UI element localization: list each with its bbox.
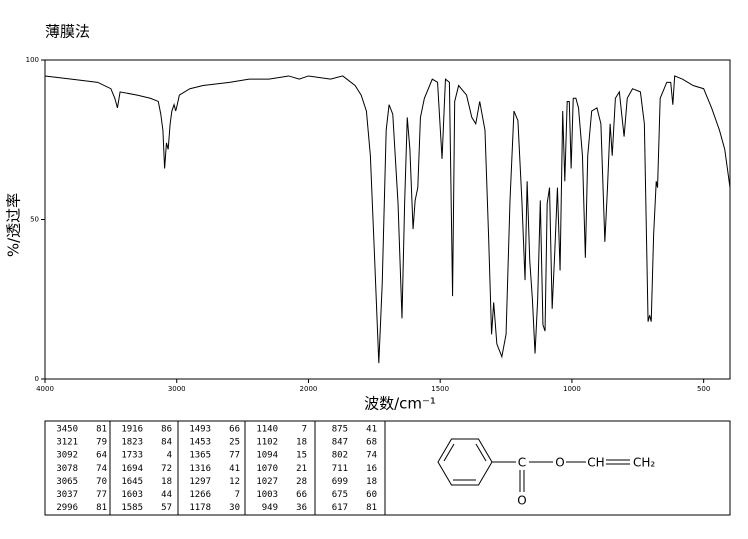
transmittance-cell: 74 [366, 451, 377, 461]
wavenumber-cell: 1453 [189, 438, 211, 448]
transmittance-cell: 41 [229, 464, 240, 474]
wavenumber-cell: 1266 [189, 490, 211, 500]
transmittance-cell: 64 [96, 451, 107, 461]
wavenumber-cell: 1603 [121, 490, 143, 500]
wavenumber-cell: 3065 [56, 477, 78, 487]
y-tick-label: 100 [26, 56, 39, 64]
x-tick-label: 2000 [300, 385, 318, 393]
x-tick-label: 1000 [563, 385, 581, 393]
y-tick-label: 50 [30, 216, 39, 224]
plot-frame [44, 59, 731, 380]
wavenumber-cell: 1823 [121, 438, 143, 448]
atom-label: C [518, 456, 526, 470]
wavenumber-cell: 1585 [121, 503, 143, 513]
wavenumber-cell: 875 [332, 425, 348, 435]
transmittance-cell: 70 [96, 477, 107, 487]
wavenumber-cell: 1297 [189, 477, 211, 487]
transmittance-cell: 7 [302, 425, 307, 435]
wavenumber-cell: 3092 [56, 451, 78, 461]
transmittance-cell: 60 [366, 490, 377, 500]
transmittance-cell: 81 [366, 503, 377, 513]
transmittance-cell: 72 [161, 464, 172, 474]
table-frame [44, 420, 731, 516]
transmittance-cell: 81 [96, 503, 107, 513]
x-tick-label: 500 [697, 385, 710, 393]
transmittance-cell: 21 [296, 464, 307, 474]
wavenumber-cell: 699 [332, 477, 348, 487]
wavenumber-cell: 3078 [56, 464, 78, 474]
wavenumber-cell: 1916 [121, 425, 143, 435]
x-tick-label: 4000 [36, 385, 54, 393]
atom-label: CH₂ [633, 456, 655, 470]
transmittance-cell: 81 [96, 425, 107, 435]
wavenumber-cell: 802 [332, 451, 348, 461]
wavenumber-cell: 1094 [256, 451, 278, 461]
wavenumber-cell: 1694 [121, 464, 143, 474]
transmittance-cell: 12 [229, 477, 240, 487]
x-tick-label: 3000 [168, 385, 186, 393]
wavenumber-cell: 1493 [189, 425, 211, 435]
transmittance-cell: 66 [296, 490, 307, 500]
ring-double-bond [443, 443, 455, 462]
transmittance-cell: 16 [366, 464, 377, 474]
wavenumber-cell: 847 [332, 438, 348, 448]
atom-label: O [555, 456, 564, 470]
transmittance-cell: 68 [366, 438, 377, 448]
x-axis-label: 波数/cm⁻¹ [364, 395, 436, 413]
transmittance-cell: 77 [96, 490, 107, 500]
transmittance-cell: 7 [235, 490, 240, 500]
wavenumber-cell: 3450 [56, 425, 78, 435]
transmittance-cell: 66 [229, 425, 240, 435]
transmittance-cell: 84 [161, 438, 172, 448]
x-tick-label: 1500 [431, 385, 449, 393]
transmittance-cell: 15 [296, 451, 307, 461]
transmittance-cell: 79 [96, 438, 107, 448]
wavenumber-cell: 3121 [56, 438, 78, 448]
wavenumber-cell: 675 [332, 490, 348, 500]
transmittance-cell: 77 [229, 451, 240, 461]
atom-label: O [517, 494, 526, 508]
ring-double-bond [475, 443, 487, 462]
wavenumber-cell: 617 [332, 503, 348, 513]
wavenumber-cell: 1003 [256, 490, 278, 500]
wavenumber-cell: 949 [262, 503, 278, 513]
structure [437, 438, 630, 492]
wavenumber-cell: 711 [332, 464, 348, 474]
transmittance-cell: 18 [366, 477, 377, 487]
y-tick-label: 0 [35, 375, 39, 383]
wavenumber-cell: 1070 [256, 464, 278, 474]
transmittance-cell: 25 [229, 438, 240, 448]
atom-label: CH [587, 456, 604, 470]
transmittance-cell: 4 [167, 451, 172, 461]
wavenumber-cell: 1645 [121, 477, 143, 487]
transmittance-cell: 44 [161, 490, 172, 500]
transmittance-cell: 36 [296, 503, 307, 513]
transmittance-cell: 57 [161, 503, 172, 513]
wavenumber-cell: 3037 [56, 490, 78, 500]
spectrum-line [44, 75, 731, 364]
transmittance-cell: 41 [366, 425, 377, 435]
wavenumber-cell: 1178 [189, 503, 211, 513]
transmittance-cell: 18 [296, 438, 307, 448]
wavenumber-cell: 1316 [189, 464, 211, 474]
transmittance-cell: 28 [296, 477, 307, 487]
wavenumber-cell: 1102 [256, 438, 278, 448]
wavenumber-cell: 1140 [256, 425, 278, 435]
wavenumber-cell: 1027 [256, 477, 278, 487]
transmittance-cell: 18 [161, 477, 172, 487]
y-axis-label: %/透过率 [5, 193, 23, 257]
transmittance-cell: 74 [96, 464, 107, 474]
wavenumber-cell: 2996 [56, 503, 78, 513]
wavenumber-cell: 1365 [189, 451, 211, 461]
transmittance-cell: 86 [161, 425, 172, 435]
transmittance-cell: 30 [229, 503, 240, 513]
wavenumber-cell: 1733 [121, 451, 143, 461]
chart-title: 薄膜法 [45, 23, 90, 41]
benzene-ring [437, 438, 493, 486]
